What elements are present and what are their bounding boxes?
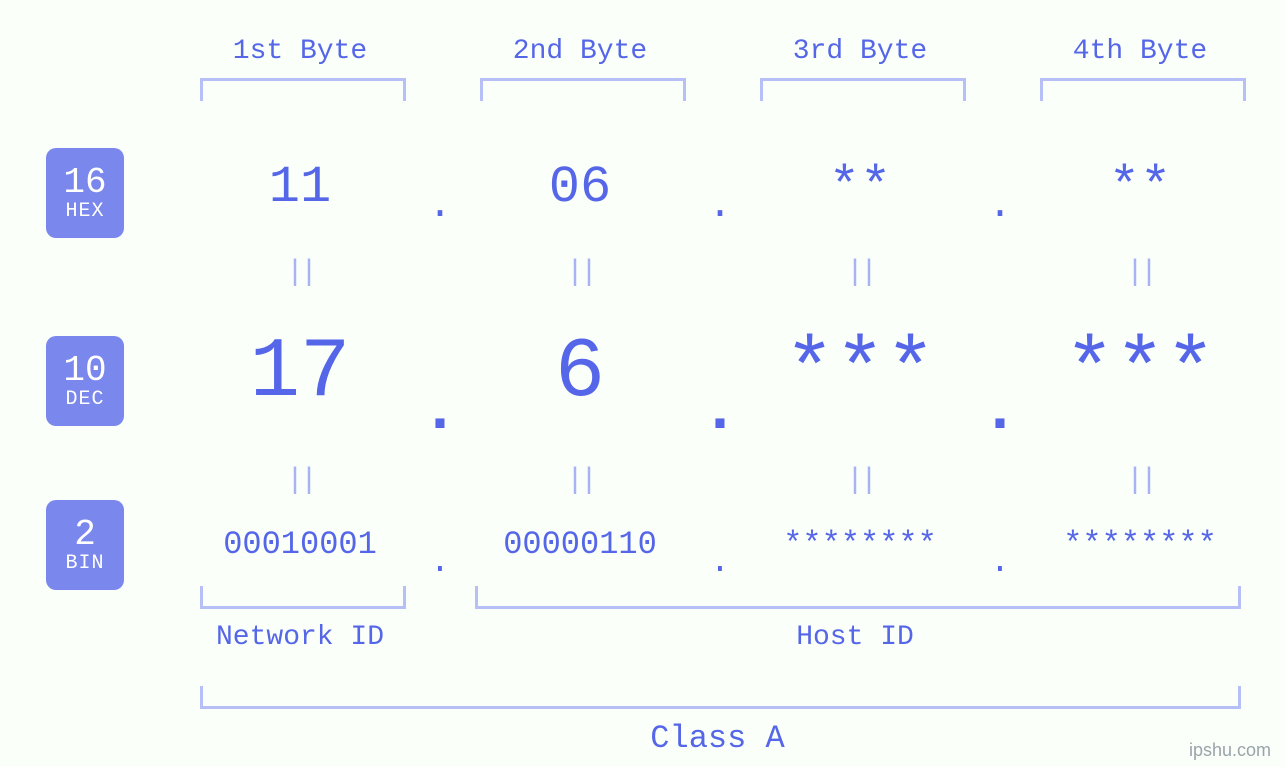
bin-dot-3: . (980, 544, 1020, 582)
badge-hex: 16 HEX (46, 148, 124, 238)
byte-label-1: 1st Byte (180, 36, 420, 67)
byte-label-4: 4th Byte (1020, 36, 1260, 67)
top-bracket-4 (1040, 78, 1246, 101)
badge-bin-label: BIN (65, 553, 104, 574)
hex-byte-2: 06 (460, 158, 700, 217)
bin-byte-4: ******** (1020, 526, 1260, 563)
byte-label-2: 2nd Byte (460, 36, 700, 67)
badge-dec: 10 DEC (46, 336, 124, 426)
hex-dot-2: . (700, 184, 740, 229)
bracket-class (200, 686, 1241, 709)
badge-hex-label: HEX (65, 201, 104, 222)
hex-byte-4: ** (1020, 158, 1260, 217)
top-bracket-1 (200, 78, 406, 101)
bin-byte-2: 00000110 (460, 526, 700, 563)
bin-dot-1: . (420, 544, 460, 582)
eq-hex-dec-1: || (180, 256, 420, 290)
label-host-id: Host ID (475, 622, 1235, 653)
eq-hex-dec-4: || (1020, 256, 1260, 290)
hex-byte-1: 11 (180, 158, 420, 217)
eq-dec-bin-4: || (1020, 464, 1260, 498)
bin-dot-2: . (700, 544, 740, 582)
label-class: Class A (200, 720, 1235, 757)
badge-bin: 2 BIN (46, 500, 124, 590)
eq-dec-bin-1: || (180, 464, 420, 498)
dec-byte-2: 6 (460, 326, 700, 421)
bracket-network (200, 586, 406, 609)
bin-byte-1: 00010001 (180, 526, 420, 563)
eq-hex-dec-2: || (460, 256, 700, 290)
byte-label-3: 3rd Byte (740, 36, 980, 67)
eq-dec-bin-2: || (460, 464, 700, 498)
top-bracket-3 (760, 78, 966, 101)
hex-byte-3: ** (740, 158, 980, 217)
dec-dot-2: . (700, 376, 740, 448)
dec-byte-4: *** (1020, 326, 1260, 421)
badge-dec-base: 10 (63, 352, 106, 390)
dec-dot-3: . (980, 376, 1020, 448)
bin-byte-3: ******** (740, 526, 980, 563)
label-network-id: Network ID (180, 622, 420, 653)
eq-dec-bin-3: || (740, 464, 980, 498)
badge-bin-base: 2 (74, 516, 96, 554)
top-bracket-2 (480, 78, 686, 101)
badge-hex-base: 16 (63, 164, 106, 202)
dec-dot-1: . (420, 376, 460, 448)
dec-byte-3: *** (740, 326, 980, 421)
hex-dot-3: . (980, 184, 1020, 229)
badge-dec-label: DEC (65, 389, 104, 410)
bracket-host (475, 586, 1241, 609)
watermark: ipshu.com (1189, 740, 1271, 761)
dec-byte-1: 17 (180, 326, 420, 421)
eq-hex-dec-3: || (740, 256, 980, 290)
hex-dot-1: . (420, 184, 460, 229)
